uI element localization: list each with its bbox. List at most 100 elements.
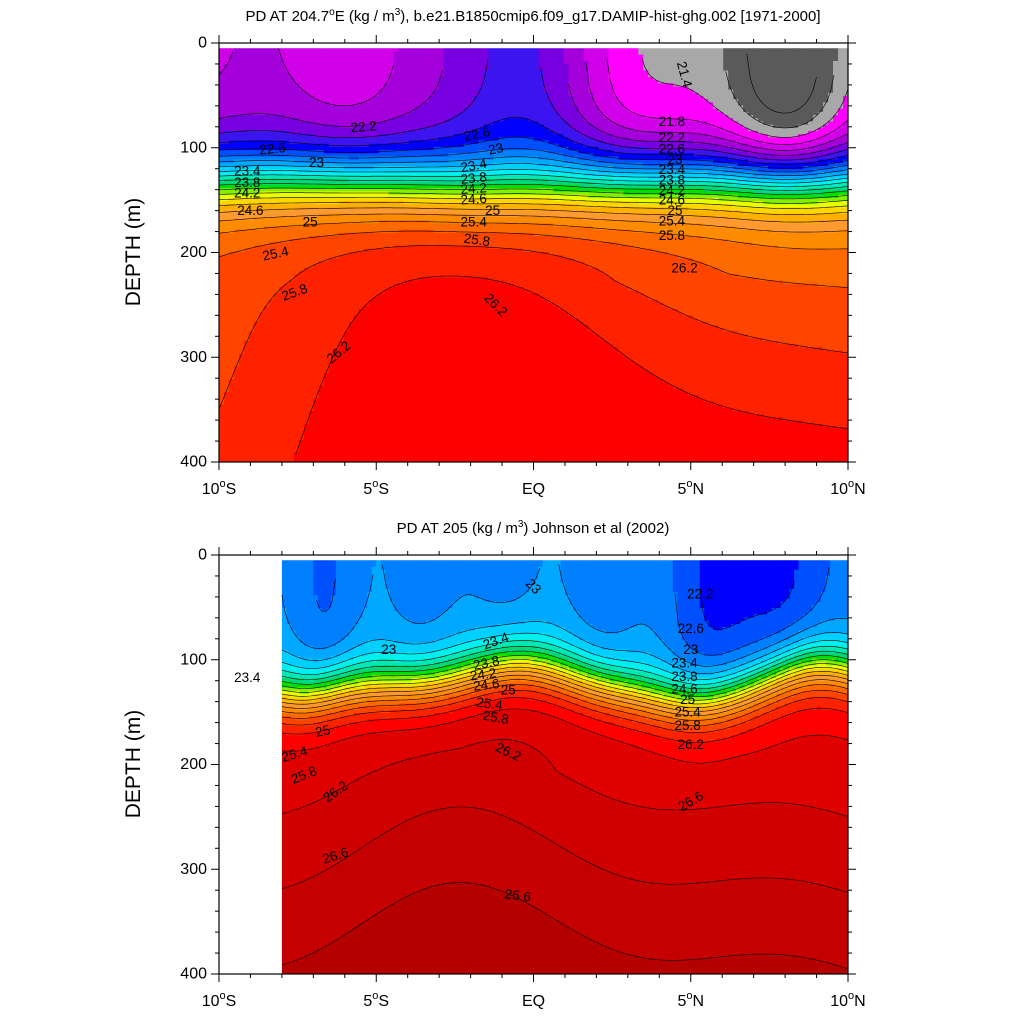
contour-fill-cell <box>818 169 824 173</box>
contour-fill-cell <box>538 169 545 177</box>
contour-fill-cell <box>385 658 391 666</box>
contour-fill-cell <box>708 226 714 240</box>
contour-fill-cell <box>488 232 495 250</box>
contour-fill-cell <box>288 191 295 199</box>
contour-fill-cell <box>383 166 390 173</box>
contour-fill-cell <box>537 678 544 682</box>
contour-fill-cell <box>533 665 539 670</box>
contour-fill-cell <box>555 665 562 673</box>
contour-fill-cell <box>537 674 544 679</box>
contour-fill-cell <box>582 639 589 650</box>
contour-fill-cell <box>385 907 391 974</box>
contour-fill-cell <box>672 741 678 762</box>
contour-fill-cell <box>331 674 337 682</box>
contour-fill-cell <box>448 560 454 609</box>
contour-fill-cell <box>371 652 377 663</box>
contour-fill-cell <box>323 223 330 237</box>
contour-fill-cell <box>798 172 804 177</box>
contour-fill-cell <box>283 166 290 170</box>
contour-fill-cell <box>295 690 301 698</box>
contour-fill-cell <box>638 197 644 205</box>
contour-fill-cell <box>368 181 375 186</box>
contour-fill-cell <box>578 678 584 682</box>
contour-fill-cell <box>335 560 341 644</box>
contour-fill-cell <box>773 156 779 161</box>
contour-fill-cell <box>623 153 629 161</box>
contour-fill-cell <box>596 671 602 676</box>
contour-fill-cell <box>428 127 435 142</box>
contour-fill-cell <box>598 156 604 164</box>
contour-fill-cell <box>688 48 694 91</box>
contour-fill-cell <box>609 716 615 724</box>
contour-fill-cell <box>413 172 420 177</box>
contour-fill-cell <box>733 121 739 135</box>
contour-fill-cell <box>543 299 550 462</box>
contour-fill-cell <box>515 709 521 743</box>
contour-fill-cell <box>348 105 355 129</box>
contour-fill-cell <box>219 175 225 183</box>
contour-fill-cell <box>479 668 485 673</box>
contour-fill-cell <box>373 175 380 183</box>
contour-fill-cell <box>578 181 585 189</box>
contour-fill-cell <box>394 697 400 701</box>
contour-fill-cell <box>463 188 470 196</box>
contour-fill-cell <box>538 185 545 189</box>
contour-fill-cell <box>683 258 689 317</box>
contour-fill-cell <box>398 220 405 231</box>
contour-fill-cell <box>564 655 571 663</box>
contour-fill-cell <box>582 697 589 701</box>
contour-fill-cell <box>303 175 310 180</box>
contour-fill-cell <box>243 204 250 212</box>
contour-fill-cell <box>753 162 759 167</box>
contour-fill-cell <box>475 674 481 679</box>
contour-fill-cell <box>475 639 481 647</box>
contour-fill-cell <box>542 662 548 666</box>
contour-fill-cell <box>636 674 642 682</box>
contour-fill-cell <box>600 706 606 714</box>
contour-fill-cell <box>273 185 280 189</box>
contour-fill-cell <box>488 150 495 161</box>
contour-fill-cell <box>458 204 465 212</box>
contour-fill-cell <box>371 693 377 698</box>
contour-fill-cell <box>458 210 465 215</box>
contour-fill-cell <box>443 636 449 650</box>
contour-fill-cell <box>344 560 350 638</box>
contour-fill-cell <box>818 347 824 425</box>
contour-fill-cell <box>428 48 435 97</box>
contour-fill-cell <box>248 194 255 199</box>
contour-fill-cell <box>223 188 230 196</box>
contour-fill-cell <box>286 671 292 679</box>
contour-fill-cell <box>428 245 435 278</box>
contour-fill-cell <box>600 868 606 946</box>
contour-fill-cell <box>448 808 454 883</box>
contour-fill-cell <box>349 681 355 685</box>
contour-fill-cell <box>677 703 683 708</box>
contour-fill-cell <box>573 261 580 320</box>
contour-fill-cell <box>403 207 410 215</box>
contour-fill-cell <box>470 662 476 670</box>
contour-fill-cell <box>286 665 292 673</box>
contour-fill-cell <box>648 194 654 199</box>
contour-fill-cell <box>313 748 319 803</box>
contour-fill-cell <box>613 181 619 186</box>
contour-fill-cell <box>362 678 368 682</box>
contour-fill-cell <box>551 697 557 705</box>
contour-fill-cell <box>497 678 503 682</box>
contour-fill-cell <box>286 703 292 708</box>
contour-fill-cell <box>587 703 593 711</box>
contour-fill-cell <box>423 102 430 129</box>
contour-fill-cell <box>650 560 656 631</box>
contour-fill-cell <box>278 242 285 288</box>
contour-fill-cell <box>331 687 337 692</box>
contour-fill-cell <box>573 181 580 186</box>
contour-fill-cell <box>520 741 526 826</box>
contour-fill-cell <box>388 156 395 164</box>
contour-fill-cell <box>344 716 350 727</box>
contour-fill-cell <box>798 223 804 234</box>
contour-fill-cell <box>358 662 364 670</box>
contour-fill-cell <box>558 204 565 212</box>
contour-fill-cell <box>583 226 590 240</box>
contour-fill-cell <box>423 277 430 462</box>
contour-fill-cell <box>219 70 225 119</box>
contour-line <box>219 70 443 127</box>
